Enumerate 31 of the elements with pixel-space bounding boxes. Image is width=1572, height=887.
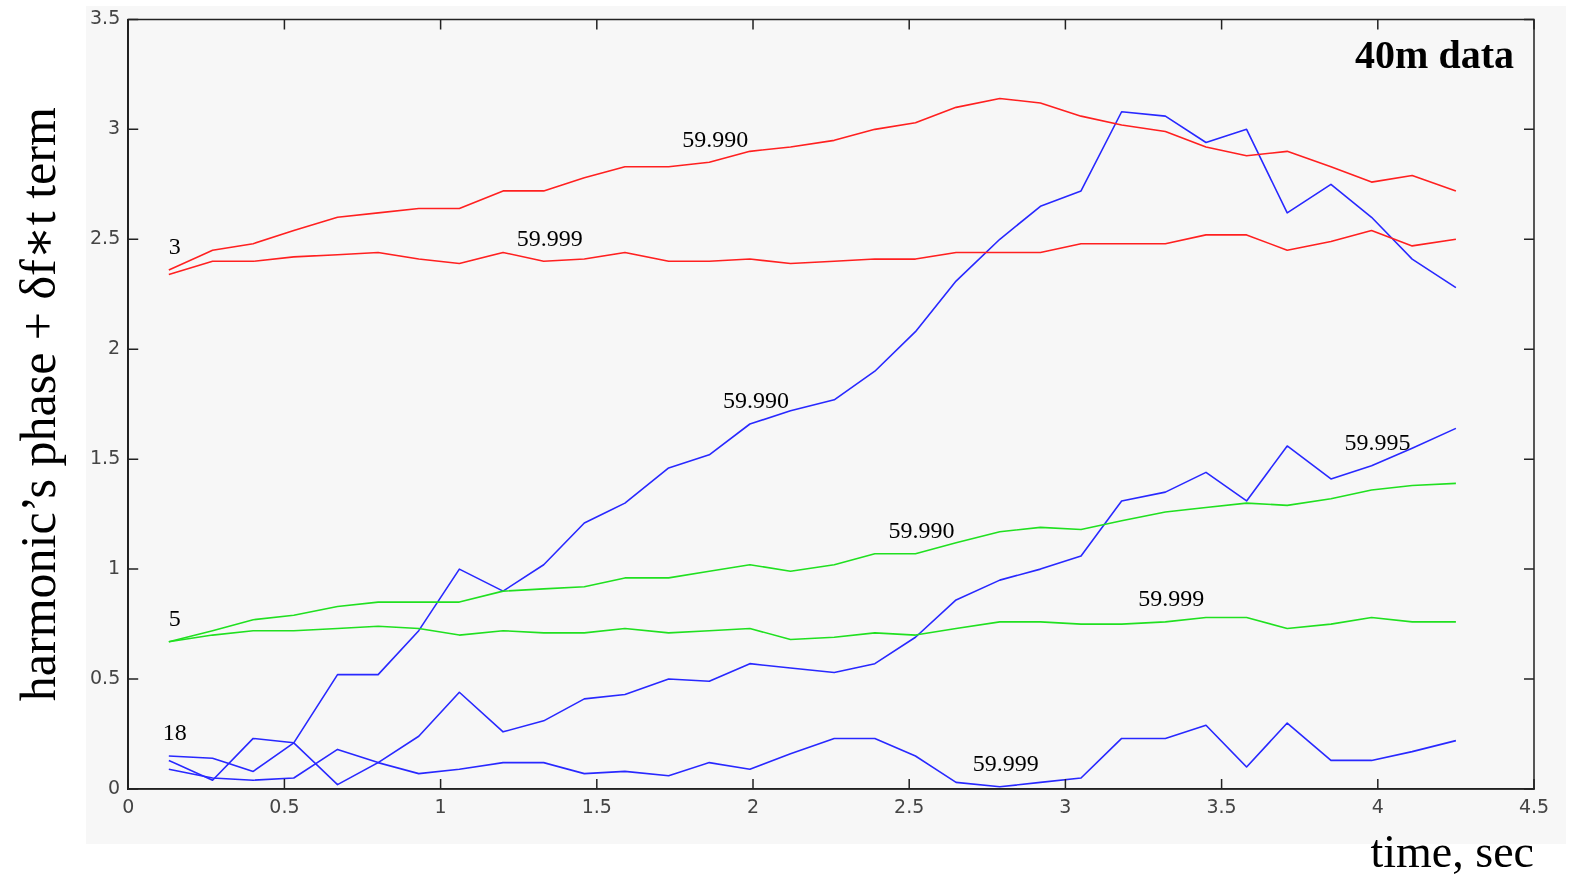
annotation: 59.999 — [516, 224, 583, 251]
annotation: 59.995 — [1344, 429, 1411, 456]
y-tick-label: 1.5 — [90, 446, 121, 469]
annotation: 59.999 — [972, 750, 1039, 777]
annotation: 59.990 — [682, 125, 749, 152]
y-tick-label: 2 — [108, 336, 121, 359]
y-tick-label: 2.5 — [90, 226, 121, 249]
x-tick-label: 3 — [1059, 795, 1072, 818]
annotation: 59.999 — [1138, 585, 1205, 612]
x-tick-label: 3.5 — [1206, 795, 1237, 818]
x-axis-title: time, sec — [1370, 826, 1534, 878]
x-tick-label: 0.5 — [269, 795, 300, 818]
annotation: 59.990 — [888, 517, 955, 544]
x-tick-label: 2 — [746, 795, 760, 818]
x-tick-label: 0 — [122, 795, 135, 818]
y-tick-label: 0 — [108, 775, 121, 798]
y-tick-label: 1 — [108, 556, 121, 579]
y-axis-title: harmonic’s phase + δf∗t term — [10, 107, 67, 702]
x-tick-label: 4.5 — [1518, 795, 1550, 818]
y-tick-label: 3.5 — [90, 6, 121, 29]
y-tick-label: 3 — [108, 116, 121, 139]
annotation: 3 — [168, 233, 181, 260]
annotation: 5 — [168, 604, 181, 631]
annotation: 59.990 — [722, 387, 789, 414]
x-tick-label: 1 — [434, 795, 447, 818]
y-tick-label: 0.5 — [90, 665, 121, 688]
annotation: 40m data — [1355, 31, 1514, 77]
x-tick-label: 1.5 — [581, 795, 612, 818]
x-tick-label: 4 — [1371, 795, 1384, 818]
x-tick-label: 2.5 — [894, 795, 925, 818]
annotation: 18 — [162, 719, 187, 746]
